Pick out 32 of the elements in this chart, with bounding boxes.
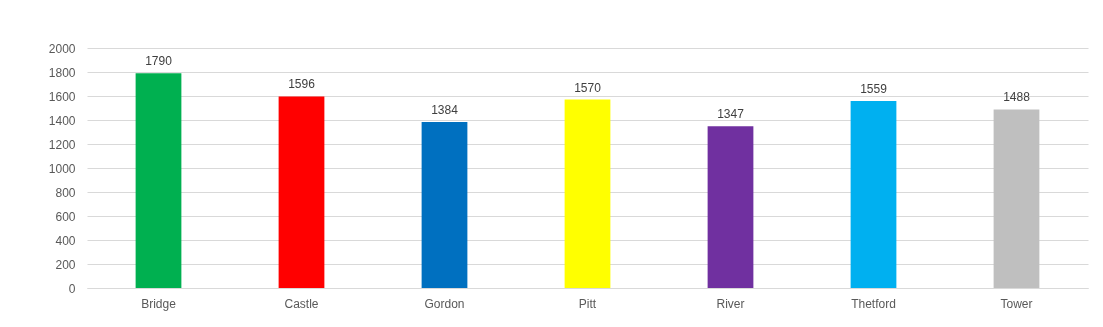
bar: [278, 96, 325, 288]
data-label: 1488: [1003, 90, 1031, 105]
data-label: 1347: [717, 107, 745, 122]
y-tick-label: 600: [55, 209, 76, 224]
bar: [993, 109, 1040, 288]
x-tick-label: Castle: [284, 296, 319, 311]
data-label: 1559: [860, 81, 888, 96]
y-tick-label: 1200: [48, 137, 76, 152]
x-tick-label: River: [716, 296, 745, 311]
bar: [850, 100, 897, 288]
data-label: 1596: [288, 77, 316, 92]
x-tick-label: Bridge: [141, 296, 177, 311]
bar: [421, 121, 468, 288]
y-tick-label: 800: [55, 185, 76, 200]
y-tick-label: 400: [55, 233, 76, 248]
y-tick-label: 1400: [48, 113, 76, 128]
y-tick-label: 1800: [48, 65, 76, 80]
x-tick-label: Gordon: [424, 296, 465, 311]
y-tick-label: 200: [55, 257, 76, 272]
x-tick-label: Tower: [1000, 296, 1033, 311]
y-tick-label: 0: [68, 281, 76, 296]
x-tick-label: Pitt: [578, 296, 597, 311]
y-tick-label: 1000: [48, 161, 76, 176]
data-label: 1384: [431, 102, 459, 117]
y-tick-label: 2000: [48, 41, 76, 56]
data-label: 1790: [145, 54, 173, 69]
data-label: 1570: [574, 80, 602, 95]
bar: [564, 99, 611, 288]
bar: [135, 73, 182, 288]
y-tick-label: 1600: [48, 89, 76, 104]
bar: [707, 126, 754, 288]
x-tick-label: Thetford: [851, 296, 896, 311]
